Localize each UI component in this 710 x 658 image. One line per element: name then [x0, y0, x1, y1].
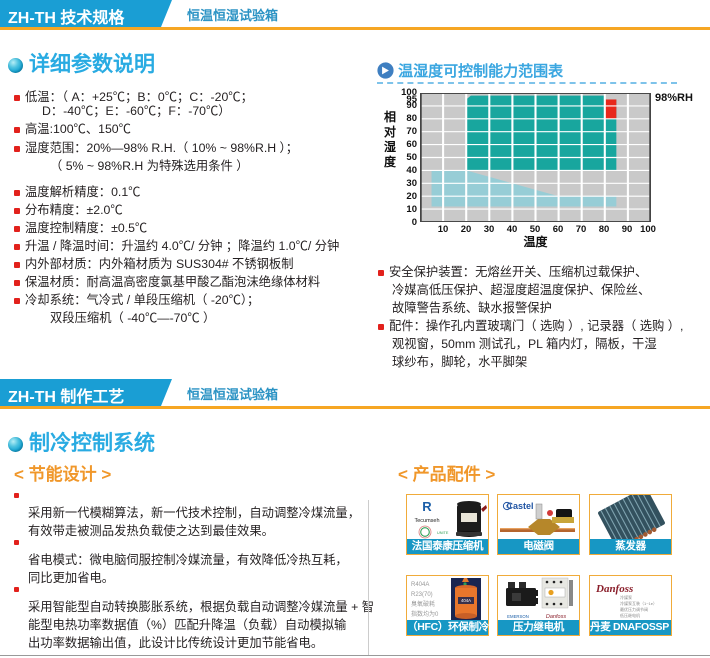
- svg-text:冷媒泵: 冷媒泵: [620, 594, 632, 600]
- svg-text:UNITE: UNITE: [437, 531, 449, 535]
- svg-text:404A: 404A: [461, 598, 471, 603]
- svg-text:Danfoss: Danfoss: [595, 583, 633, 595]
- svg-text:S: S: [506, 504, 509, 509]
- svg-text:低压继电机: 低压继电机: [620, 612, 640, 618]
- svg-text:臭氧破耗: 臭氧破耗: [411, 600, 435, 608]
- svg-text:R23(70): R23(70): [411, 592, 433, 598]
- svg-text:R: R: [422, 499, 432, 514]
- svg-text:最优压力调节阀: 最优压力调节阀: [620, 606, 648, 612]
- svg-text:指数均为0: 指数均为0: [411, 610, 439, 618]
- svg-text:冷媒泵互装（1~1e）: 冷媒泵互装（1~1e）: [620, 600, 657, 606]
- svg-text:Tecumseh: Tecumseh: [414, 518, 439, 524]
- svg-text:R404A: R404A: [411, 582, 429, 588]
- svg-text:EMERSON: EMERSON: [507, 614, 529, 619]
